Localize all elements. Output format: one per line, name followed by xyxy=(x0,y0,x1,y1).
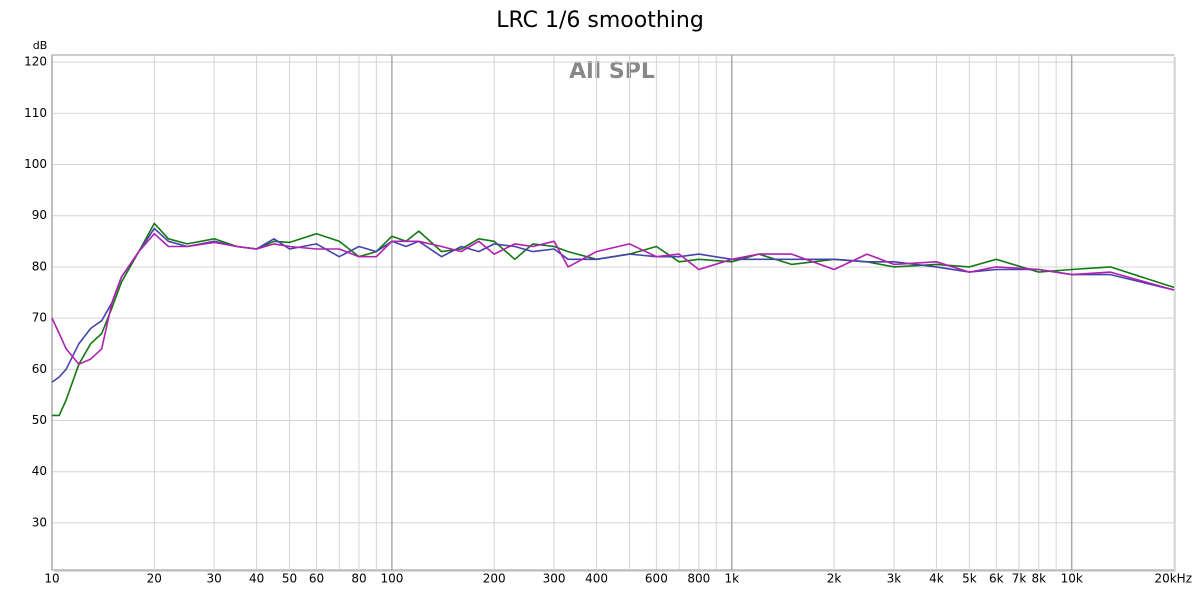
x-tick-label: 80 xyxy=(351,572,366,586)
x-tick-label: 1k xyxy=(724,572,739,586)
y-tick-label: 120 xyxy=(24,55,47,69)
x-tick-label: 7k xyxy=(1012,572,1027,586)
x-tick-label: 10 xyxy=(44,572,59,586)
x-tick-label: 5k xyxy=(962,572,977,586)
y-tick-label: 50 xyxy=(32,413,47,427)
y-axis-label: dB xyxy=(33,39,48,52)
x-tick-label: 10k xyxy=(1061,572,1083,586)
y-tick-label: 60 xyxy=(32,362,47,376)
x-tick-label: 6k xyxy=(989,572,1004,586)
y-tick-label: 70 xyxy=(32,311,47,325)
x-tick-label: 60 xyxy=(309,572,324,586)
x-tick-label: 4k xyxy=(929,572,944,586)
annotation: All SPL xyxy=(569,59,655,84)
x-tick-label: 600 xyxy=(645,572,668,586)
y-tick-label: 30 xyxy=(32,515,47,529)
series-line xyxy=(51,232,1175,365)
x-tick-label: 400 xyxy=(585,572,608,586)
x-tick-label: 2k xyxy=(827,572,842,586)
x-tick-label: 800 xyxy=(687,572,710,586)
x-tick-label: 20kHz xyxy=(1154,572,1192,586)
chart-title: LRC 1/6 smoothing xyxy=(496,8,704,33)
y-tick-label: 110 xyxy=(24,106,47,120)
plot-area xyxy=(51,54,1175,571)
x-tick-label: 200 xyxy=(483,572,506,586)
x-tick-label: 100 xyxy=(380,572,403,586)
x-tick-label: 300 xyxy=(543,572,566,586)
y-tick-label: 100 xyxy=(24,157,47,171)
x-tick-label: 50 xyxy=(282,572,297,586)
x-tick-label: 40 xyxy=(249,572,264,586)
x-tick-label: 3k xyxy=(887,572,902,586)
x-tick-label: 8k xyxy=(1031,572,1046,586)
x-tick-label: 30 xyxy=(207,572,222,586)
y-tick-label: 40 xyxy=(32,464,47,478)
y-tick-label: 80 xyxy=(32,259,47,273)
x-tick-label: 20 xyxy=(147,572,162,586)
y-tick-label: 90 xyxy=(32,208,47,222)
